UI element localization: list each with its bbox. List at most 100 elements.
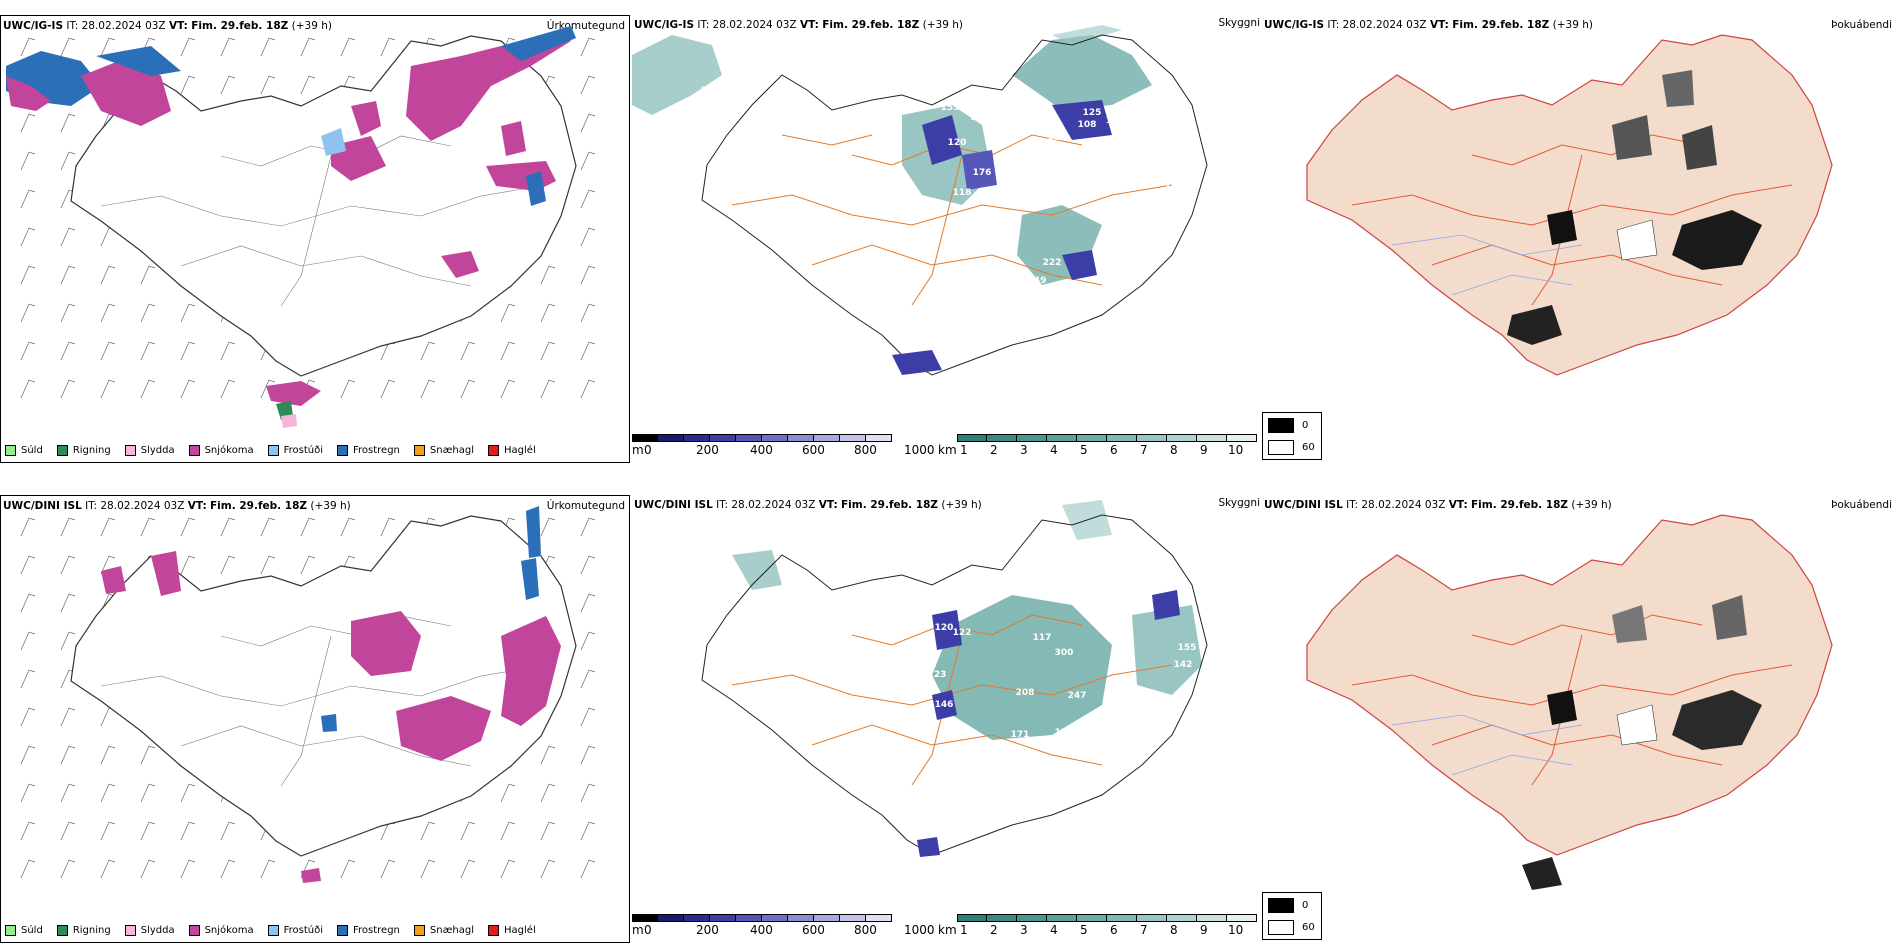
legend-swatch: [267, 445, 279, 456]
legend-item: Rigning: [56, 445, 111, 456]
legend-item: Haglél: [488, 445, 536, 456]
precip-type-legend: Súld Rigning Slydda Snjókoma Frostúði Fr…: [5, 445, 550, 456]
fog-indicator-panel-bottom: UWC/DINI ISL IT: 28.02.2024 03Z VT: Fim.…: [1262, 495, 1900, 943]
panel-product-title: Þokuábendi: [1831, 19, 1892, 31]
visibility-label: 249: [1028, 276, 1047, 286]
visibility-label: 143: [1103, 716, 1122, 726]
legend-swatch: [188, 925, 200, 936]
precip-type-panel-bottom: UWC/DINI ISL IT: 28.02.2024 03Z VT: Fim.…: [0, 495, 630, 943]
legend-swatch: [267, 925, 279, 936]
visibility-label: 118: [953, 188, 972, 198]
legend-swatch: [5, 445, 16, 456]
legend-item: Slydda: [124, 925, 175, 936]
visibility-label: 125: [1083, 108, 1102, 118]
visibility-label: 144: [1113, 734, 1132, 744]
legend-swatch: [413, 925, 425, 936]
legend-swatch: [488, 925, 500, 936]
visibility-label: 170: [1055, 728, 1074, 738]
legend-swatch: [337, 925, 348, 936]
fog-legend-top: 0 60: [1262, 412, 1322, 460]
legend-item: Rigning: [56, 925, 111, 936]
visibility-label: 117: [1033, 633, 1052, 643]
visibility-label: 310: [701, 86, 720, 96]
visibility-colorbar-top: [957, 434, 1257, 442]
visibility-label: 108: [1078, 120, 1097, 130]
visibility-label: 649: [1141, 138, 1160, 148]
legend-item: Frostregn: [337, 925, 400, 936]
visibility-label: 120: [948, 138, 967, 148]
legend-item: Haglél: [488, 925, 536, 936]
fog-indicator-map: [1306, 34, 1833, 376]
visibility-label: 103: [1166, 201, 1185, 211]
visibility-label: 209: [715, 116, 734, 126]
height-colorbar-bottom: [632, 914, 892, 922]
visibility-label: 180: [995, 168, 1014, 178]
panel-product-title: Skyggni: [1218, 497, 1261, 509]
visibility-label: 303: [1159, 698, 1178, 708]
precip-type-map: [20, 506, 596, 883]
legend-swatch: [56, 445, 68, 456]
legend-item: Frostúði: [267, 925, 323, 936]
visibility-label: 142: [1174, 660, 1193, 670]
visibility-label: 247: [1068, 691, 1087, 701]
legend-swatch: [124, 925, 136, 936]
panel-product-title: Þokuábendi: [1831, 499, 1892, 511]
visibility-label: 176: [973, 168, 992, 178]
panel-title: UWC/DINI ISL IT: 28.02.2024 03Z VT: Fim.…: [634, 499, 982, 511]
visibility-label: 32: [734, 580, 747, 590]
visibility-colorbar-bottom: [957, 914, 1257, 922]
panel-title: UWC/IG-IS IT: 28.02.2024 03Z VT: Fim. 29…: [634, 19, 963, 31]
visibility-label: 208: [1016, 688, 1035, 698]
legend-item: Snæhagl: [413, 925, 474, 936]
panel-product-title: Úrkomutegund: [546, 500, 625, 512]
panel-title: UWC/IG-IS IT: 28.02.2024 03Z VT: Fim. 29…: [1264, 19, 1593, 31]
visibility-label: 162: [1165, 183, 1184, 193]
visibility-panel-bottom: UWC/DINI ISL IT: 28.02.2024 03Z VT: Fim.…: [632, 495, 1260, 943]
visibility-label: 120: [935, 623, 954, 633]
legend-item: Frostregn: [337, 445, 400, 456]
visibility-label: 105: [1033, 101, 1052, 111]
legend-item: Snjókoma: [188, 445, 254, 456]
visibility-label: 139: [919, 866, 938, 876]
legend-item: Slydda: [124, 445, 175, 456]
visibility-label: 524: [1031, 120, 1050, 130]
visibility-label: 123: [928, 670, 947, 680]
visibility-label: 37: [1046, 168, 1059, 178]
legend-item: Súld: [5, 445, 43, 456]
visibility-map: 310 370 695 209 153 271 105 524 125 108 …: [632, 25, 1208, 391]
visibility-panel-top: UWC/IG-IS IT: 28.02.2024 03Z VT: Fim. 29…: [632, 15, 1260, 463]
fog-legend-bottom: 0 60: [1262, 892, 1322, 940]
fog-indicator-map: [1306, 514, 1833, 890]
legend-swatch: [5, 925, 16, 936]
visibility-label: 399: [1128, 153, 1147, 163]
visibility-map: 32 120 123 117 300 122 146 208 247 171 1…: [701, 500, 1208, 876]
visibility-label: 122: [953, 628, 972, 638]
visibility-label: 370: [731, 86, 750, 96]
precip-type-legend: Súld Rigning Slydda Snjókoma Frostúði Fr…: [5, 925, 550, 936]
height-colorbar-top: [632, 434, 892, 442]
visibility-label: 155: [1178, 643, 1197, 653]
visibility-label: 146: [935, 700, 954, 710]
fog-indicator-panel-top: UWC/IG-IS IT: 28.02.2024 03Z VT: Fim. 29…: [1262, 15, 1900, 463]
legend-swatch: [488, 445, 500, 456]
legend-swatch: [124, 445, 136, 456]
visibility-label: 300: [1055, 648, 1074, 658]
precip-type-panel-top: UWC/IG-IS IT: 28.02.2024 03Z VT: Fim. 29…: [0, 15, 630, 463]
precip-type-map: [6, 26, 596, 428]
legend-item: Snæhagl: [413, 445, 474, 456]
legend-item: Snjókoma: [188, 925, 254, 936]
visibility-label: 80: [910, 343, 923, 353]
legend-swatch: [337, 445, 348, 456]
legend-swatch: [413, 445, 425, 456]
panel-title: UWC/IG-IS IT: 28.02.2024 03Z VT: Fim. 29…: [3, 20, 332, 32]
legend-swatch: [56, 925, 68, 936]
legend-item: Súld: [5, 925, 43, 936]
visibility-label: 271: [971, 113, 990, 123]
panel-title: UWC/DINI ISL IT: 28.02.2024 03Z VT: Fim.…: [1264, 499, 1612, 511]
visibility-label: 154: [1106, 116, 1125, 126]
panel-product-title: Skyggni: [1218, 17, 1261, 29]
visibility-label: 171: [1011, 730, 1030, 740]
visibility-label: 695: [713, 101, 732, 111]
panel-title: UWC/DINI ISL IT: 28.02.2024 03Z VT: Fim.…: [3, 500, 351, 512]
visibility-label: 112: [920, 381, 939, 391]
